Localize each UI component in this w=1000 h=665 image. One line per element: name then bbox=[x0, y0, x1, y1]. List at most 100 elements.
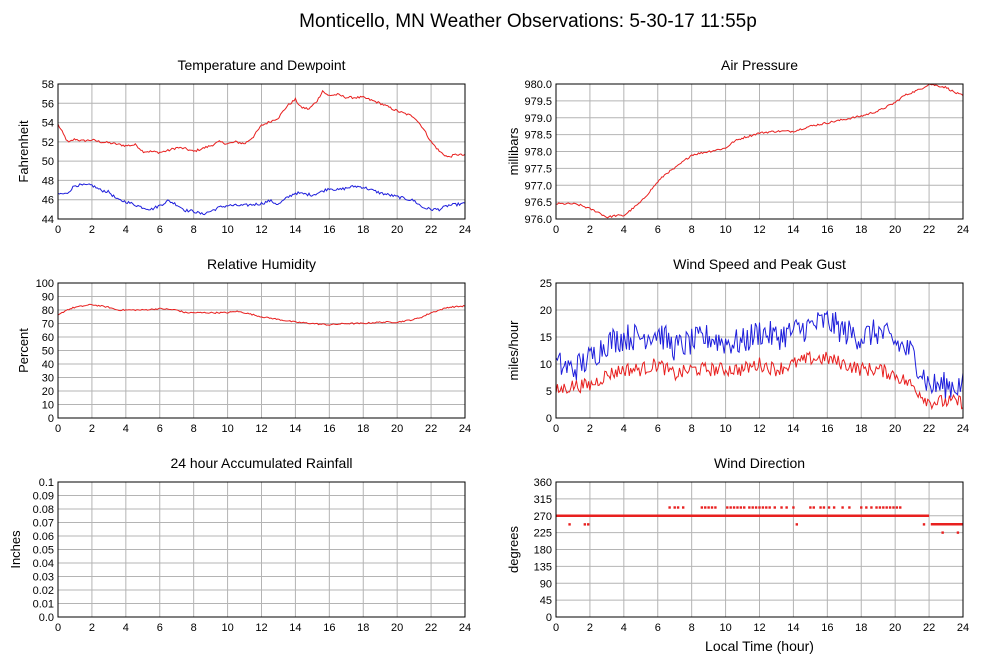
rh-ytick-label: 0 bbox=[48, 413, 54, 425]
temp-xtick-label: 6 bbox=[157, 224, 163, 236]
temp-ytick-label: 52 bbox=[42, 137, 54, 149]
press-xtick-label: 22 bbox=[923, 224, 935, 236]
temp-ytick-label: 44 bbox=[42, 214, 54, 226]
dir-point bbox=[780, 506, 783, 509]
press-xtick-label: 12 bbox=[753, 224, 765, 236]
dir-xtick-label: 24 bbox=[957, 622, 969, 634]
dir-point bbox=[785, 506, 788, 509]
press-ytick-label: 978.0 bbox=[524, 147, 552, 159]
dir-point bbox=[681, 506, 685, 509]
temp-title: Temperature and Dewpoint bbox=[177, 57, 345, 73]
dir-point bbox=[765, 506, 768, 509]
dir-point bbox=[754, 506, 758, 509]
rh-ylabel: Percent bbox=[16, 328, 31, 373]
press-ytick-label: 977.5 bbox=[524, 163, 552, 175]
press-ytick-label: 976.5 bbox=[524, 197, 552, 209]
dir-xlabel: Local Time (hour) bbox=[705, 638, 814, 654]
rh-xtick-label: 2 bbox=[89, 423, 95, 435]
rain-xtick-label: 24 bbox=[459, 622, 471, 634]
rh-ytick-label: 70 bbox=[42, 319, 54, 331]
press-xtick-label: 8 bbox=[689, 224, 695, 236]
dir-point bbox=[729, 506, 732, 509]
dir-point bbox=[568, 523, 571, 526]
temp-xtick-label: 8 bbox=[191, 224, 197, 236]
wind-ytick-label: 10 bbox=[540, 359, 552, 371]
dir-point bbox=[732, 506, 736, 509]
dir-point bbox=[768, 506, 771, 509]
temp-xtick-label: 2 bbox=[89, 224, 95, 236]
rain-ytick-label: 0.08 bbox=[33, 504, 54, 516]
press-xtick-label: 6 bbox=[655, 224, 661, 236]
wind-xtick-label: 14 bbox=[787, 423, 799, 435]
dir-point bbox=[795, 523, 799, 526]
wind-ytick-label: 15 bbox=[540, 332, 552, 344]
rain-ylabel: Inches bbox=[8, 530, 23, 569]
rh-ytick-label: 20 bbox=[42, 386, 54, 398]
rh-xtick-label: 22 bbox=[425, 423, 437, 435]
dir-point bbox=[841, 506, 844, 509]
dir-point bbox=[870, 506, 873, 509]
rain-ytick-label: 0.03 bbox=[33, 572, 54, 584]
wind-xtick-label: 6 bbox=[655, 423, 661, 435]
temp-xtick-label: 20 bbox=[391, 224, 403, 236]
wind-xtick-label: 20 bbox=[889, 423, 901, 435]
press-ytick-label: 979.0 bbox=[524, 113, 552, 125]
rain-title: 24 hour Accumulated Rainfall bbox=[170, 455, 352, 471]
wind-ytick-label: 20 bbox=[540, 305, 552, 317]
wind-xtick-label: 0 bbox=[553, 423, 559, 435]
dir-xtick-label: 22 bbox=[923, 622, 935, 634]
press-xtick-label: 18 bbox=[855, 224, 867, 236]
wind-xtick-label: 2 bbox=[587, 423, 593, 435]
rain-xtick-label: 2 bbox=[89, 622, 95, 634]
dir-point bbox=[860, 506, 863, 509]
dir-point bbox=[956, 531, 960, 534]
rain-xtick-label: 18 bbox=[357, 622, 369, 634]
dir-point bbox=[848, 506, 851, 509]
rh-xtick-label: 14 bbox=[289, 423, 301, 435]
rain-xtick-label: 0 bbox=[55, 622, 61, 634]
rain-xtick-label: 20 bbox=[391, 622, 403, 634]
wind-title: Wind Speed and Peak Gust bbox=[673, 256, 846, 272]
rh-xtick-label: 18 bbox=[357, 423, 369, 435]
wind-ylabel: miles/hour bbox=[506, 320, 521, 381]
dir-ytick-label: 225 bbox=[534, 528, 552, 540]
wind-xtick-label: 8 bbox=[689, 423, 695, 435]
rh-title: Relative Humidity bbox=[207, 256, 316, 272]
rain-ytick-label: 0.09 bbox=[33, 491, 54, 503]
rain-ytick-label: 0.1 bbox=[39, 477, 54, 489]
rh-ytick-label: 50 bbox=[42, 346, 54, 358]
rain-ytick-label: 0.01 bbox=[33, 599, 54, 611]
press-ytick-label: 976.0 bbox=[524, 214, 552, 226]
dir-point bbox=[819, 506, 822, 509]
press-ylabel: millibars bbox=[506, 127, 521, 175]
dir-xtick-label: 4 bbox=[621, 622, 627, 634]
dir-point bbox=[875, 506, 878, 509]
page-title: Monticello, MN Weather Observations: 5-3… bbox=[299, 11, 757, 32]
rh-ytick-label: 80 bbox=[42, 305, 54, 317]
dir-ytick-label: 45 bbox=[540, 595, 552, 607]
rain-ytick-label: 0.02 bbox=[33, 585, 54, 597]
rain-xtick-label: 6 bbox=[157, 622, 163, 634]
wind-ytick-label: 0 bbox=[546, 413, 552, 425]
dir-point bbox=[751, 506, 754, 509]
temp-series-line-red bbox=[57, 89, 466, 158]
rh-ytick-label: 30 bbox=[42, 373, 54, 385]
dir-point bbox=[668, 506, 671, 509]
dir-title: Wind Direction bbox=[714, 455, 805, 471]
dir-point bbox=[882, 506, 885, 509]
press-xtick-label: 16 bbox=[821, 224, 833, 236]
wind-xtick-label: 12 bbox=[753, 423, 765, 435]
temp-ytick-label: 46 bbox=[42, 195, 54, 207]
dir-point bbox=[758, 506, 761, 509]
rain-xtick-label: 14 bbox=[289, 622, 301, 634]
press-xtick-label: 24 bbox=[957, 224, 969, 236]
press-series-line-red bbox=[555, 83, 964, 219]
dir-xtick-label: 6 bbox=[655, 622, 661, 634]
dir-point bbox=[704, 506, 707, 509]
